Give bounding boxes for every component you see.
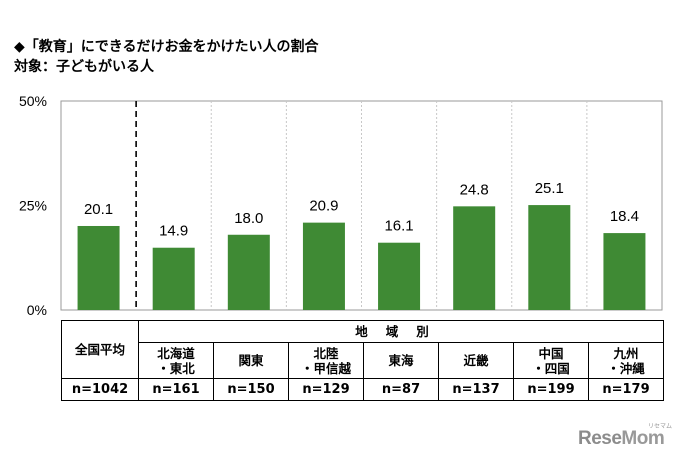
region-name: 北陸 [313,345,339,361]
data-label: 24.8 [460,181,489,198]
data-label: 20.1 [84,201,113,218]
region-name-sub: ・沖縄 [607,360,645,376]
chart-title: ◆「教育」にできるだけお金をかけたい人の割合 [14,39,319,55]
data-label: 14.9 [159,223,188,240]
region-name: 近畿 [463,353,489,368]
region-name: 東海 [388,353,414,368]
data-label: 20.9 [309,198,338,215]
region-name: 関東 [238,353,264,368]
bar [453,206,496,310]
region-cell: 九州 ・沖縄 [588,342,664,379]
bar [152,247,195,310]
sample-size: n=137 [438,378,514,401]
national-average-header: 全国平均 [61,320,139,379]
bar [77,225,120,310]
region-cell: 近畿 [438,342,514,379]
region-cell: 中国 ・四国 [513,342,589,379]
region-name-sub: ・東北 [157,360,195,376]
region-name-sub: ・甲信越 [300,360,351,376]
data-label: 16.1 [384,218,413,235]
sample-size: n=129 [288,378,364,401]
bar [302,222,345,310]
data-label: 18.4 [610,208,639,225]
region-cell: 関東 [213,342,289,379]
region-name: 九州 [613,345,639,361]
region-header: 地域別 [138,320,664,343]
region-name-sub: ・四国 [532,360,570,376]
resemom-logo-tag: リセマム [648,423,673,430]
sample-size: n=150 [213,378,289,401]
region-cell: 北陸 ・甲信越 [288,342,364,379]
bar [528,205,571,310]
bar [603,233,646,310]
data-label: 25.1 [535,180,564,197]
y-tick-label: 25% [19,198,47,214]
data-label: 18.0 [234,210,263,227]
y-tick-label: 50% [19,93,47,109]
region-table: 全国平均 地域別 北海道 ・東北 関東 北陸 ・甲信越 東海 近畿 中国 ・四国 九州… [61,320,664,401]
sample-size: n=179 [588,378,664,401]
bar [227,234,270,310]
bar-chart: 0% 25% 50% 20.1 14.9 18.0 20.9 16.1 24.8 25.1 18.4 [19,93,663,318]
y-tick-label: 0% [27,302,47,318]
region-cell: 東海 [363,342,439,379]
resemom-logo: ReseMom [578,428,665,449]
region-name: 北海道 [157,345,195,361]
sample-size: n=87 [363,378,439,401]
bar [378,242,421,310]
sample-size: n=199 [513,378,589,401]
sample-size: n=1042 [61,378,139,401]
region-name: 中国 [538,345,564,361]
region-cell: 北海道 ・東北 [138,342,214,379]
chart-subtitle: 対象：子どもがいる人 [14,59,154,75]
sample-size: n=161 [138,378,214,401]
